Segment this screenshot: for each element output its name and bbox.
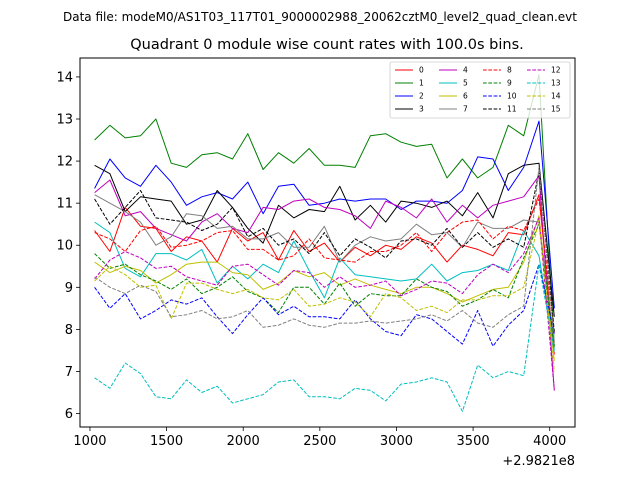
x-tick-label: 4000 xyxy=(533,434,566,449)
series-line-12 xyxy=(94,217,555,391)
series-line-14 xyxy=(94,219,555,372)
series-line-2 xyxy=(94,120,555,309)
x-tick-label: 1500 xyxy=(150,434,183,449)
series-line-0 xyxy=(94,194,555,355)
series-line-7 xyxy=(94,194,555,347)
y-tick-label: 10 xyxy=(56,239,73,254)
legend-box xyxy=(389,61,571,119)
series-line-15 xyxy=(94,166,555,343)
x-tick-label: 2500 xyxy=(303,434,336,449)
legend-label-10: 10 xyxy=(507,92,517,101)
series-line-8 xyxy=(94,198,555,334)
legend-label-2: 2 xyxy=(419,92,424,101)
y-tick-label: 11 xyxy=(56,197,73,212)
legend-label-11: 11 xyxy=(507,105,517,114)
series-lines xyxy=(94,74,555,412)
legend-label-0: 0 xyxy=(419,66,424,75)
legend-label-7: 7 xyxy=(463,105,468,114)
y-tick-label: 6 xyxy=(65,407,73,422)
legend-label-15: 15 xyxy=(551,105,561,114)
legend-label-13: 13 xyxy=(551,79,561,88)
legend-label-9: 9 xyxy=(507,79,512,88)
x-tick-label: 2000 xyxy=(227,434,260,449)
x-axis: 1000 1500 2000 2500 3000 3500 4000 xyxy=(73,427,566,449)
figure-suptitle: Data file: modeM0/AS1T03_117T01_90000029… xyxy=(63,10,577,24)
x-axis-offset-label: +2.9821e8 xyxy=(502,454,575,469)
y-tick-label: 9 xyxy=(65,281,73,296)
legend-label-8: 8 xyxy=(507,66,512,75)
legend-label-1: 1 xyxy=(419,79,424,88)
y-tick-label: 13 xyxy=(56,113,73,128)
plot-area-frame xyxy=(79,57,576,428)
x-tick-label: 3500 xyxy=(457,434,490,449)
legend-label-14: 14 xyxy=(551,92,561,101)
legend-label-4: 4 xyxy=(463,66,468,75)
series-line-4 xyxy=(94,175,555,391)
series-line-1 xyxy=(94,74,555,347)
series-line-10 xyxy=(94,263,555,347)
x-tick-label: 1000 xyxy=(73,434,106,449)
y-tick-label: 14 xyxy=(56,70,73,85)
legend-label-5: 5 xyxy=(463,79,468,88)
series-line-3 xyxy=(94,162,555,317)
legend-label-12: 12 xyxy=(551,66,561,75)
y-tick-label: 8 xyxy=(65,323,73,338)
series-line-13 xyxy=(94,263,555,412)
legend-label-3: 3 xyxy=(419,105,424,114)
y-tick-label: 7 xyxy=(65,365,73,380)
y-axis: 6 7 8 9 10 11 12 13 14 xyxy=(56,70,80,422)
chart-title: Quadrant 0 module wise count rates with … xyxy=(130,37,524,53)
series-line-6 xyxy=(94,215,555,361)
series-line-11 xyxy=(94,171,555,332)
series-line-5 xyxy=(94,221,555,351)
x-tick-label: 3000 xyxy=(380,434,413,449)
legend-label-6: 6 xyxy=(463,92,468,101)
y-tick-label: 12 xyxy=(56,155,73,170)
